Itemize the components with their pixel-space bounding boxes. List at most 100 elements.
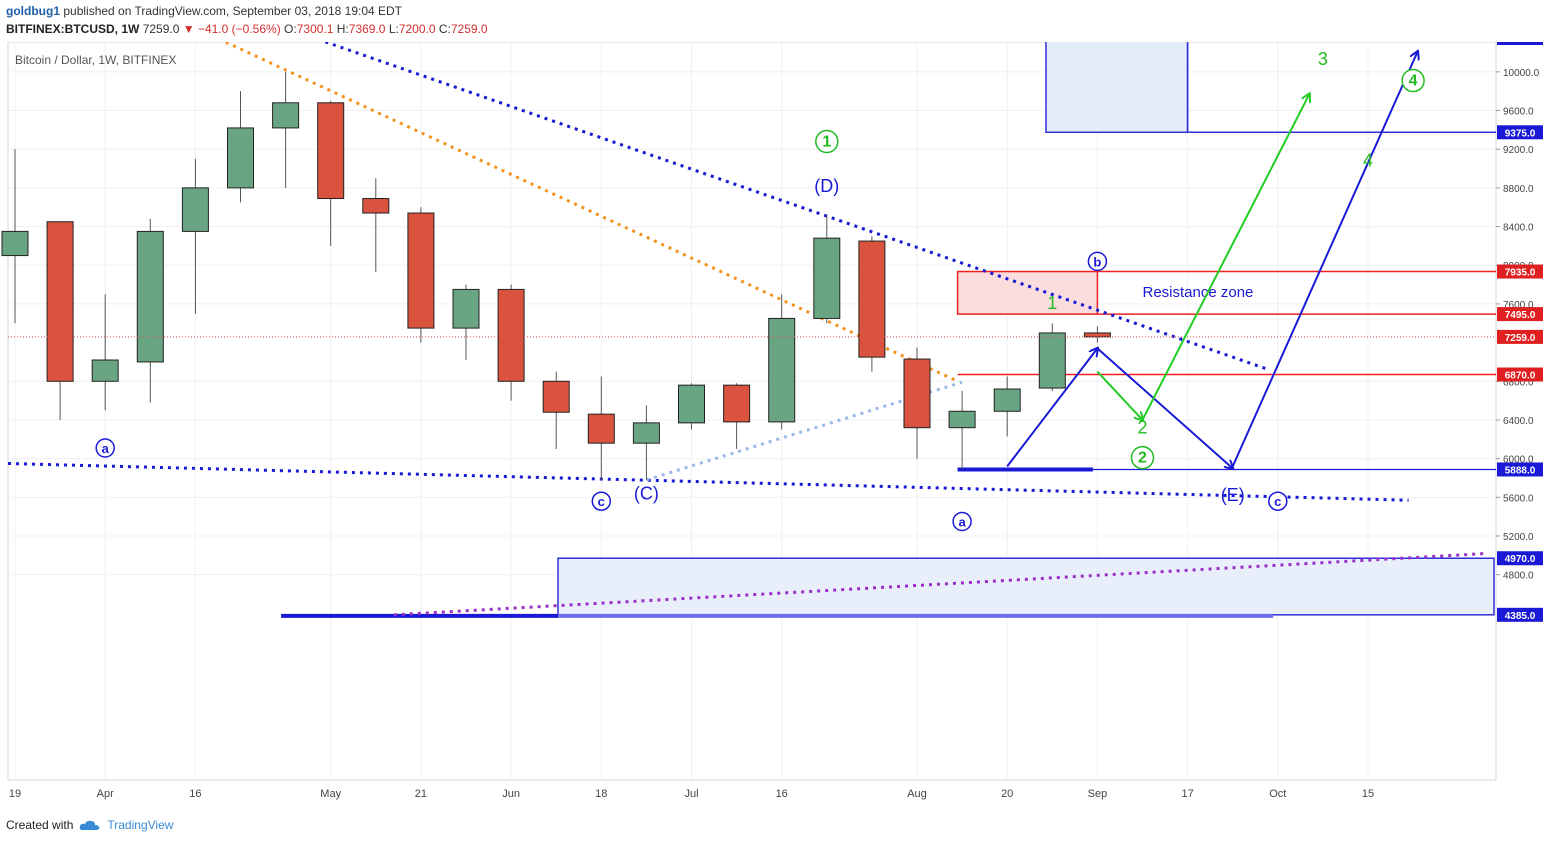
green-arrow-wave-3 (1141, 94, 1310, 421)
ohlc-low: 7200.0 (398, 22, 436, 36)
price-change: −41.0 (−0.56%) (197, 22, 281, 36)
symbol-label: BITFINEX:BTCUSD, 1W (6, 22, 140, 36)
wave-arrow-down-e (1096, 347, 1232, 468)
y-tick-label: 8800.0 (1503, 184, 1534, 195)
label-text: b (1093, 254, 1101, 269)
candle-body (1038, 332, 1066, 389)
candle-up (768, 294, 796, 430)
candle-body (181, 187, 209, 232)
y-tick-label: 4800.0 (1503, 571, 1534, 582)
x-tick-label: Oct (1269, 788, 1286, 800)
chart-area[interactable]: Bitcoin / Dollar, 1W, BITFINEX Resistance… (0, 0, 1553, 802)
candle-body (362, 198, 390, 214)
price-label-text: 9375.0 (1505, 128, 1536, 139)
wave-label-4: 4 (1363, 151, 1373, 171)
symbol-info: BITFINEX:BTCUSD, 1W 7259.0 ▼ −41.0 (−0.5… (6, 22, 488, 36)
price-label-bg (1497, 329, 1543, 344)
candle-down (497, 284, 525, 401)
price-label-text: 4970.0 (1505, 554, 1536, 565)
wave-label-C: (C) (634, 483, 659, 503)
candle-body (813, 237, 841, 319)
x-tick-label: 17 (1181, 788, 1193, 800)
candle-up (91, 294, 119, 411)
y-tick-label: 6400.0 (1503, 416, 1534, 427)
x-tick-label: 21 (415, 788, 427, 800)
x-tick-label: 16 (776, 788, 788, 800)
price-label-bg (1497, 264, 1543, 279)
label-circle (591, 491, 612, 511)
candle-body (452, 288, 480, 329)
candle-down (723, 383, 751, 449)
candle-body (768, 317, 796, 423)
candle-body (136, 230, 164, 363)
label-text: 4 (1409, 73, 1418, 90)
candle-up (272, 71, 300, 188)
wave-label-b-circled: b (1087, 251, 1108, 272)
candle-body (317, 102, 345, 200)
ohlc-open-label: O: (284, 22, 297, 36)
candle-up (813, 214, 841, 324)
x-tick-label: 16 (189, 788, 201, 800)
candle-up (1038, 323, 1066, 391)
label-circle (1268, 491, 1288, 511)
created-with-label: Created with (6, 818, 74, 832)
y-tick-label: 9600.0 (1503, 107, 1534, 118)
wave-label-a-circled: a (952, 511, 972, 532)
price-label-text: 6870.0 (1505, 371, 1536, 382)
ohlc-high: 7369.0 (348, 22, 386, 36)
candle-down (407, 207, 435, 343)
x-tick-label: 15 (1362, 788, 1374, 800)
price-label-text: 10350.0 (1502, 42, 1539, 45)
wave-label-a-circled: a (95, 438, 115, 458)
label-circle (952, 511, 972, 532)
plot-frame (7, 41, 1497, 781)
orange-trend-line (131, 0, 959, 383)
support-zone-box (557, 557, 1495, 616)
price-label-bg (1497, 551, 1543, 566)
label-circle (1401, 68, 1425, 93)
wave-label-2-circled: 2 (1130, 445, 1155, 470)
resistance-zone-label: Resistance zone (1143, 284, 1254, 301)
last-price: 7259.0 (142, 22, 180, 36)
upper-trend-line (200, 0, 1270, 372)
price-label-7495.0: 7495.0 (1497, 307, 1543, 322)
candle-down (542, 371, 570, 449)
lower-trend-line (7, 461, 1409, 502)
ohlc-open: 7300.1 (296, 22, 334, 36)
x-tick-label: May (320, 788, 341, 800)
price-chart[interactable]: Bitcoin / Dollar, 1W, BITFINEX Resistance… (0, 0, 1553, 802)
candle-up (948, 390, 976, 470)
candle-body (993, 388, 1021, 412)
candle-up (452, 284, 480, 361)
tradingview-brand[interactable]: TradingView (107, 818, 174, 832)
candle-body (723, 384, 751, 423)
candle-body (858, 240, 886, 358)
price-label-bg (1497, 125, 1543, 140)
candle-up (632, 405, 660, 480)
y-tick-label: 5200.0 (1503, 532, 1534, 543)
price-label-text: 7935.0 (1505, 268, 1536, 279)
price-label-text: 4385.0 (1505, 611, 1536, 622)
price-label-4385.0: 4385.0 (1497, 607, 1543, 622)
wave-label-c-circled: c (591, 491, 612, 511)
wave-label-3: 3 (1318, 49, 1328, 69)
wave-label-c-circled: c (1268, 491, 1288, 511)
x-tick-label: Aug (907, 788, 927, 800)
footer: Created with TradingView (6, 818, 173, 832)
author-name[interactable]: goldbug1 (6, 4, 60, 18)
ohlc-high-label: H: (336, 22, 349, 36)
candle-up (678, 383, 705, 430)
label-circle (1130, 445, 1155, 470)
green-arrow-wave-2 (1096, 370, 1142, 420)
label-text: c (1274, 494, 1281, 509)
label-text: c (598, 494, 605, 509)
price-label-7935.0: 7935.0 (1497, 264, 1543, 279)
candle-down (903, 347, 931, 459)
price-label-bg (1497, 307, 1543, 322)
wave-label-4-circled: 4 (1401, 68, 1425, 93)
y-tick-label: 8400.0 (1503, 223, 1534, 234)
candle-up (1, 149, 29, 324)
ohlc-close-label: C: (438, 22, 451, 36)
candle-body (542, 380, 570, 413)
y-tick-label: 10000.0 (1503, 68, 1540, 79)
